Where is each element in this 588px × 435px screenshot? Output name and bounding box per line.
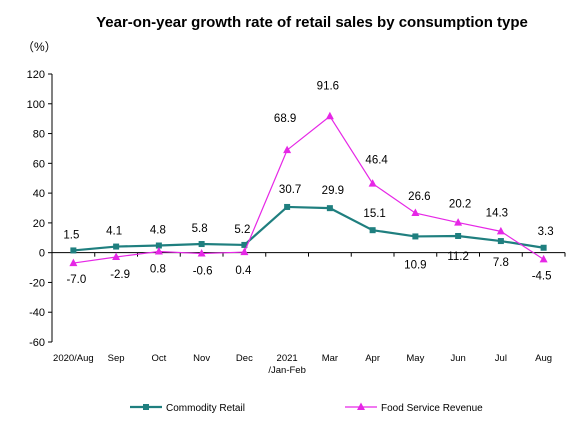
- data-point-food-service-revenue: [240, 247, 249, 256]
- y-tick-label: -20: [29, 277, 45, 289]
- data-label-food-service-revenue: 91.6: [317, 80, 339, 92]
- legend-marker: [357, 402, 365, 410]
- data-label-food-service-revenue: 14.3: [486, 207, 508, 219]
- y-tick-label: 60: [33, 158, 45, 170]
- y-tick-label: 100: [27, 99, 45, 111]
- data-point-food-service-revenue: [539, 254, 548, 263]
- y-tick-label: 40: [33, 188, 45, 200]
- x-tick-label: Mar: [322, 353, 338, 364]
- data-point-food-service-revenue: [325, 111, 334, 120]
- axes: 120 100 80 60 40 20 0 -20 -40 -60 2020/Aug Sep Oct No…: [27, 69, 566, 376]
- x-tick-label: Dec: [236, 353, 253, 364]
- data-point-commodity-retail: [198, 241, 205, 248]
- y-tick-label: 120: [27, 69, 45, 81]
- data-label-commodity-retail: 5.2: [234, 224, 250, 236]
- data-point-food-service-revenue: [283, 145, 292, 154]
- x-tick-label: Aug: [535, 353, 552, 364]
- x-tick-label: May: [406, 353, 424, 364]
- data-label-commodity-retail: 30.7: [279, 184, 301, 196]
- x-tick-label: 2021/Jan-Feb: [268, 353, 306, 376]
- data-point-food-service-revenue: [154, 246, 163, 255]
- data-label-layer: 1.5 4.1 4.8 5.8 5.2 30.7 29.9 15.1 10.9 11.2 7.8 3.…: [63, 80, 553, 286]
- data-point-commodity-retail: [455, 232, 462, 239]
- data-point-food-service-revenue: [112, 252, 121, 260]
- x-tick-label: Oct: [151, 353, 166, 364]
- data-label-commodity-retail: 29.9: [322, 185, 344, 197]
- x-tick-label: Jun: [450, 353, 465, 364]
- data-point-commodity-retail: [540, 244, 547, 251]
- data-label-food-service-revenue: -2.9: [110, 269, 130, 281]
- legend-item-commodity-retail: Commodity Retail: [130, 403, 245, 414]
- data-point-commodity-retail: [113, 243, 120, 250]
- legend-item-food-service-revenue: Food Service Revenue: [345, 402, 483, 414]
- x-tick-label: Jul: [495, 353, 507, 364]
- data-label-food-service-revenue: 68.9: [274, 113, 296, 125]
- data-point-food-service-revenue: [69, 258, 78, 267]
- legend-label: Food Service Revenue: [381, 403, 483, 414]
- data-label-food-service-revenue: 20.2: [449, 199, 471, 211]
- data-label-commodity-retail: 15.1: [363, 208, 385, 220]
- data-label-commodity-retail: 3.3: [538, 226, 554, 238]
- data-label-commodity-retail: 4.1: [106, 226, 122, 238]
- x-tick-label: Sep: [108, 353, 125, 364]
- series-layer: [69, 111, 548, 267]
- data-point-commodity-retail: [241, 241, 248, 248]
- data-point-commodity-retail: [412, 233, 419, 240]
- x-tick-label: 2020/Aug: [53, 353, 94, 364]
- data-point-food-service-revenue: [368, 179, 377, 187]
- data-label-commodity-retail: 11.2: [447, 251, 469, 263]
- x-tick-label: Nov: [193, 353, 210, 364]
- data-label-food-service-revenue: -0.6: [193, 266, 213, 278]
- data-label-commodity-retail: 4.8: [150, 225, 166, 237]
- data-label-food-service-revenue: 0.4: [235, 265, 252, 277]
- data-point-food-service-revenue: [454, 218, 463, 226]
- data-point-food-service-revenue: [197, 249, 206, 257]
- data-label-commodity-retail: 1.5: [63, 229, 79, 241]
- legend-label: Commodity Retail: [166, 403, 245, 414]
- data-label-food-service-revenue: -4.5: [532, 270, 552, 282]
- y-tick-label: -40: [29, 307, 45, 319]
- chart-title: Year-on-year growth rate of retail sales…: [96, 14, 528, 31]
- data-label-commodity-retail: 5.8: [192, 223, 208, 235]
- series-line-commodity-retail: [73, 205, 544, 252]
- legend: Commodity Retail Food Service Revenue: [130, 402, 483, 414]
- data-point-food-service-revenue: [496, 226, 505, 235]
- data-point-commodity-retail: [326, 205, 333, 212]
- y-tick-label: 80: [33, 129, 45, 141]
- x-tick-label: Apr: [365, 353, 380, 364]
- y-tick-label: 20: [33, 218, 45, 230]
- data-label-food-service-revenue: 26.6: [408, 191, 430, 203]
- series-line-food-service-revenue: [73, 115, 544, 264]
- data-label-food-service-revenue: 46.4: [365, 155, 388, 167]
- legend-marker: [143, 404, 149, 410]
- data-point-commodity-retail: [497, 238, 504, 245]
- data-point-commodity-retail: [284, 203, 291, 210]
- y-tick-label: -60: [29, 337, 45, 349]
- data-point-commodity-retail: [369, 227, 376, 234]
- data-label-food-service-revenue: 0.8: [150, 263, 166, 275]
- data-label-food-service-revenue: -7.0: [66, 274, 86, 286]
- data-point-commodity-retail: [70, 247, 77, 254]
- data-point-commodity-retail: [155, 242, 162, 249]
- data-point-food-service-revenue: [411, 208, 420, 217]
- y-axis-unit: （%）: [22, 40, 57, 54]
- data-label-commodity-retail: 10.9: [404, 259, 426, 271]
- data-label-commodity-retail: 7.8: [493, 257, 509, 269]
- y-tick-label: 0: [39, 248, 45, 260]
